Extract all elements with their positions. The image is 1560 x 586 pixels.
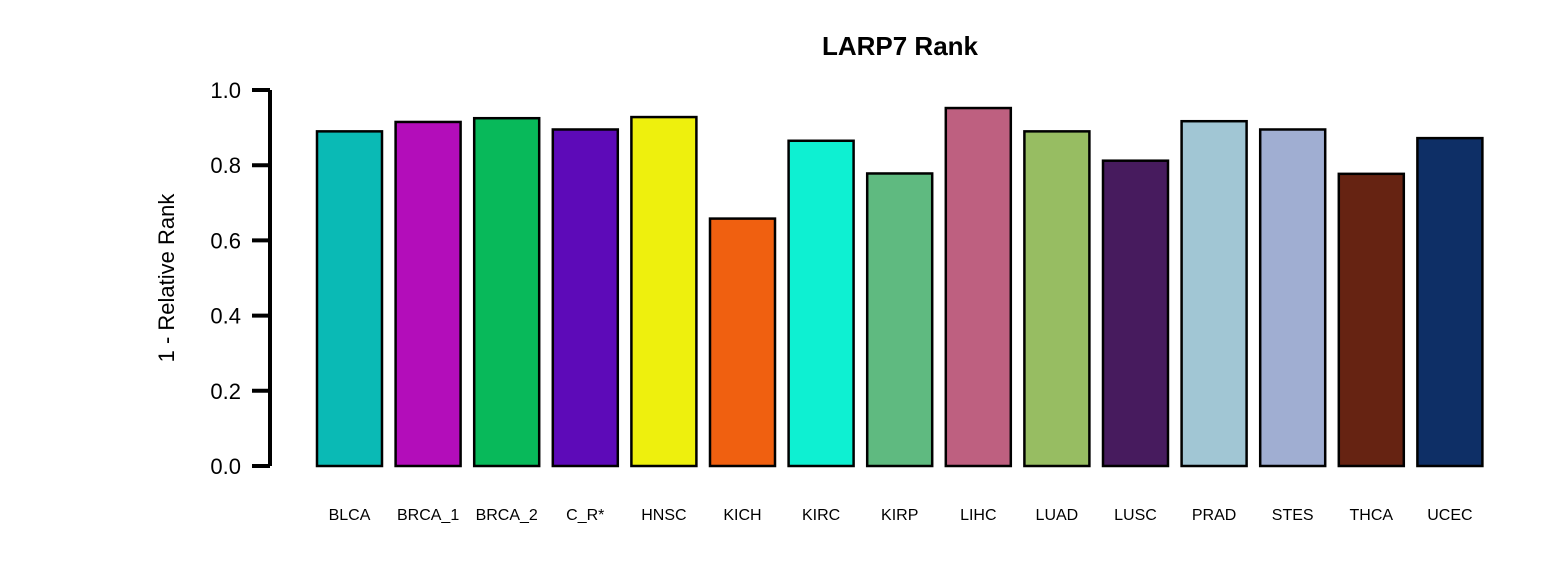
x-tick-label: UCEC [1427,507,1472,524]
bar-ucec [1416,136,1484,468]
y-tick-label: 0.6 [210,228,241,253]
bar-luad [1023,130,1091,468]
x-tick-label: THCA [1350,507,1394,524]
bar-thca [1337,172,1406,468]
x-tick-label: HNSC [641,507,686,524]
bar-kirp [865,172,934,468]
y-tick-label: 0.2 [210,379,241,404]
x-tick-labels: BLCA BRCA_1 BRCA_2 C_R* HNSC KICH KIRC KIRP LIHC… [329,507,1473,524]
y-tick-label: 0.0 [210,454,241,479]
x-tick-label: KIRP [881,507,918,524]
bar-kich [708,217,777,468]
x-tick-label: KIRC [802,507,840,524]
bar-lusc [1101,159,1170,468]
bar-hnsc [630,115,698,468]
x-tick-label: LUAD [1036,507,1079,524]
x-tick-label: LUSC [1114,507,1157,524]
bars-group [315,106,1484,468]
x-tick-label: LIHC [960,507,996,524]
x-tick-label: BRCA_1 [397,507,459,524]
chart-title: LARP7 Rank [822,31,979,61]
x-tick-label: KICH [723,507,761,524]
x-tick-label: BLCA [329,507,371,524]
x-tick-label: BRCA_2 [476,507,538,524]
bar-kirc [787,139,855,468]
bar-c-r [551,128,620,468]
bar-stes [1258,128,1327,468]
x-tick-label: STES [1272,507,1314,524]
y-axis-label: 1 - Relative Rank [154,193,179,363]
y-tick-label: 0.8 [210,153,241,178]
y-tick-label: 0.4 [210,304,241,329]
y-axis: 0.0 0.2 0.4 0.6 0.8 1.0 [210,78,272,479]
bar-brca-2 [472,116,541,468]
x-tick-label: PRAD [1192,507,1236,524]
y-tick-label: 1.0 [210,78,241,103]
x-tick-label: C_R* [566,507,604,524]
bar-prad [1180,119,1248,468]
bar-blca [315,130,384,468]
bar-brca-1 [394,120,462,468]
bar-lihc [944,106,1013,468]
